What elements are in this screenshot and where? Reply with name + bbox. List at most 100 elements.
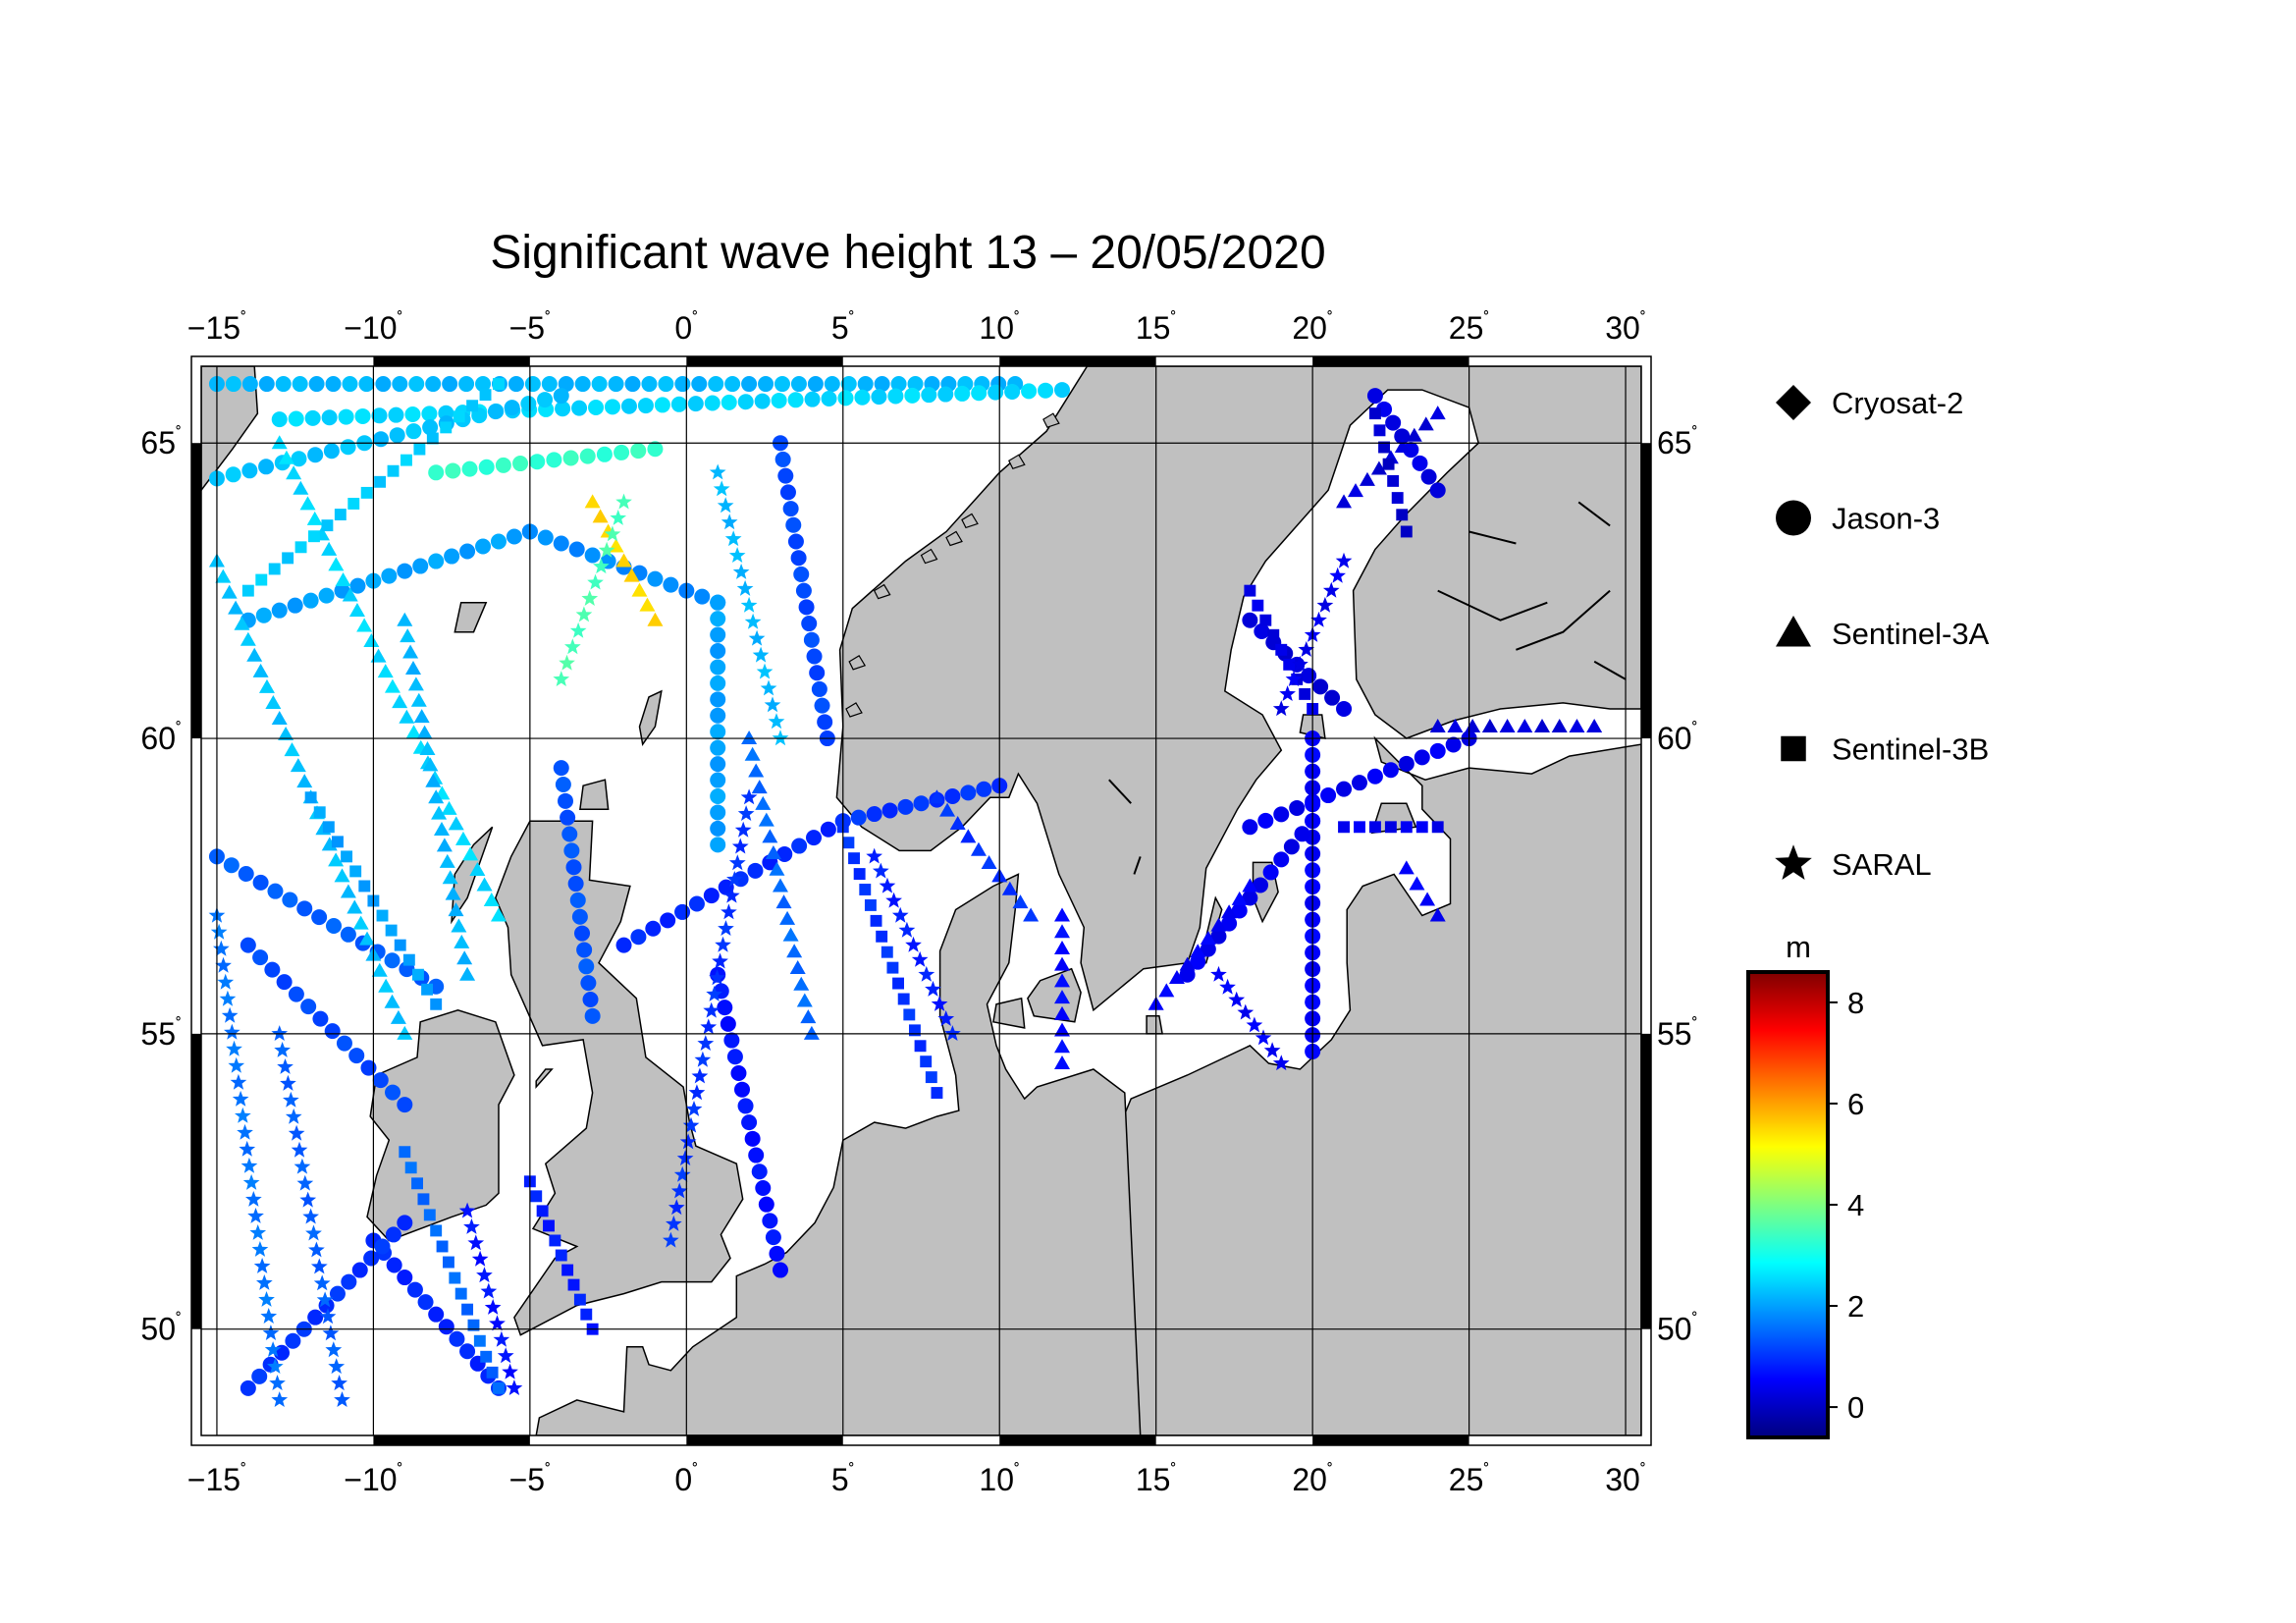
triangle-point [782, 927, 799, 942]
circle-point [774, 376, 790, 393]
square-point [268, 563, 281, 575]
circle-point [787, 392, 804, 408]
star-point [740, 596, 758, 613]
circle-point [614, 444, 630, 460]
funen-land [992, 997, 1026, 1029]
star-point [258, 1291, 275, 1307]
circle-point [821, 391, 837, 407]
star-point [734, 821, 752, 838]
circle-point [854, 389, 871, 406]
square-point [453, 410, 465, 423]
square-point [376, 909, 389, 922]
square-point [282, 552, 294, 565]
square-point [848, 852, 860, 865]
star-point [1292, 656, 1308, 672]
circle-point [734, 1081, 751, 1098]
triangle-point [296, 774, 313, 788]
circle-point [372, 431, 389, 448]
circle-point [1429, 482, 1446, 499]
star-point [748, 629, 766, 646]
square-point [349, 865, 362, 878]
square-point [334, 509, 347, 520]
circle-point [258, 459, 275, 475]
triangle-point [1336, 494, 1353, 509]
circle-point [1221, 915, 1238, 932]
circle-point [782, 501, 799, 517]
lat-tick-label-right: 50˚ [1657, 1311, 1698, 1347]
triangle-point [299, 496, 316, 511]
star-point [239, 1140, 256, 1157]
circle-point [342, 376, 358, 393]
star-point [334, 1391, 350, 1407]
lon-tick-label-top: −5˚ [509, 309, 551, 346]
square-point [430, 998, 443, 1010]
circle-point [258, 376, 275, 393]
triangle-point [1221, 904, 1238, 919]
circle-point [720, 1015, 736, 1032]
circle-point [790, 550, 807, 567]
star-point [715, 936, 731, 952]
star-point [325, 1341, 343, 1358]
star-point [760, 679, 777, 696]
circle-point [630, 443, 647, 460]
star-point [1335, 552, 1353, 568]
triangle-point [246, 647, 263, 662]
circle-point [428, 464, 445, 481]
star-point [262, 1325, 280, 1340]
circle-point [1351, 775, 1367, 791]
circle-point [1366, 388, 1383, 405]
lon-tick-label-bottom: −5˚ [509, 1461, 551, 1497]
star-point [467, 1234, 485, 1251]
circle-point [582, 991, 599, 1007]
triangle-point [1429, 406, 1446, 420]
circle-point [558, 376, 574, 393]
star-point [559, 654, 575, 671]
circle-point [392, 376, 408, 393]
norway-island [945, 530, 963, 547]
star-point [879, 877, 896, 893]
square-point [402, 953, 415, 966]
circle-point [238, 866, 254, 883]
triangle-point [328, 852, 345, 867]
circle-point [771, 392, 787, 408]
triangle-point [762, 829, 778, 843]
circle-point [288, 410, 304, 427]
circle-point [374, 1238, 391, 1255]
map-frame [190, 355, 1652, 1446]
star-point [310, 1258, 328, 1274]
triangle-point [342, 587, 358, 602]
circle-point [811, 680, 828, 697]
circle-point [620, 398, 637, 414]
circle-point [475, 538, 492, 555]
square-point [313, 806, 326, 819]
circle-point [785, 516, 802, 533]
circle-point [459, 543, 476, 560]
circle-point [724, 376, 741, 393]
star-point [271, 1391, 289, 1407]
circle-point [793, 566, 810, 582]
square-point [400, 454, 412, 466]
square-point [308, 530, 320, 543]
circle-point [371, 407, 388, 424]
ireland-land [366, 1009, 515, 1242]
circle-point [563, 842, 580, 859]
circle-point [288, 986, 304, 1002]
triangle-point [290, 758, 306, 773]
circle-point [553, 388, 569, 405]
triangle-point [293, 480, 309, 495]
star-point [721, 903, 737, 920]
circle-point [890, 376, 907, 393]
square-point [479, 389, 492, 402]
triangle-point [1054, 940, 1071, 954]
latitude-labels-left: 50˚ 55˚ 60˚ 65˚ [140, 424, 182, 1346]
star-point [1316, 596, 1334, 613]
circle-point [1254, 622, 1270, 639]
circle-point [475, 376, 492, 393]
square-point [842, 837, 855, 849]
circle-point [326, 917, 343, 934]
square-point [914, 1040, 927, 1053]
square-point [358, 880, 371, 893]
circle-point [1038, 382, 1054, 399]
square-point [886, 961, 899, 974]
lon-tick-label-bottom: 10˚ [979, 1461, 1020, 1497]
